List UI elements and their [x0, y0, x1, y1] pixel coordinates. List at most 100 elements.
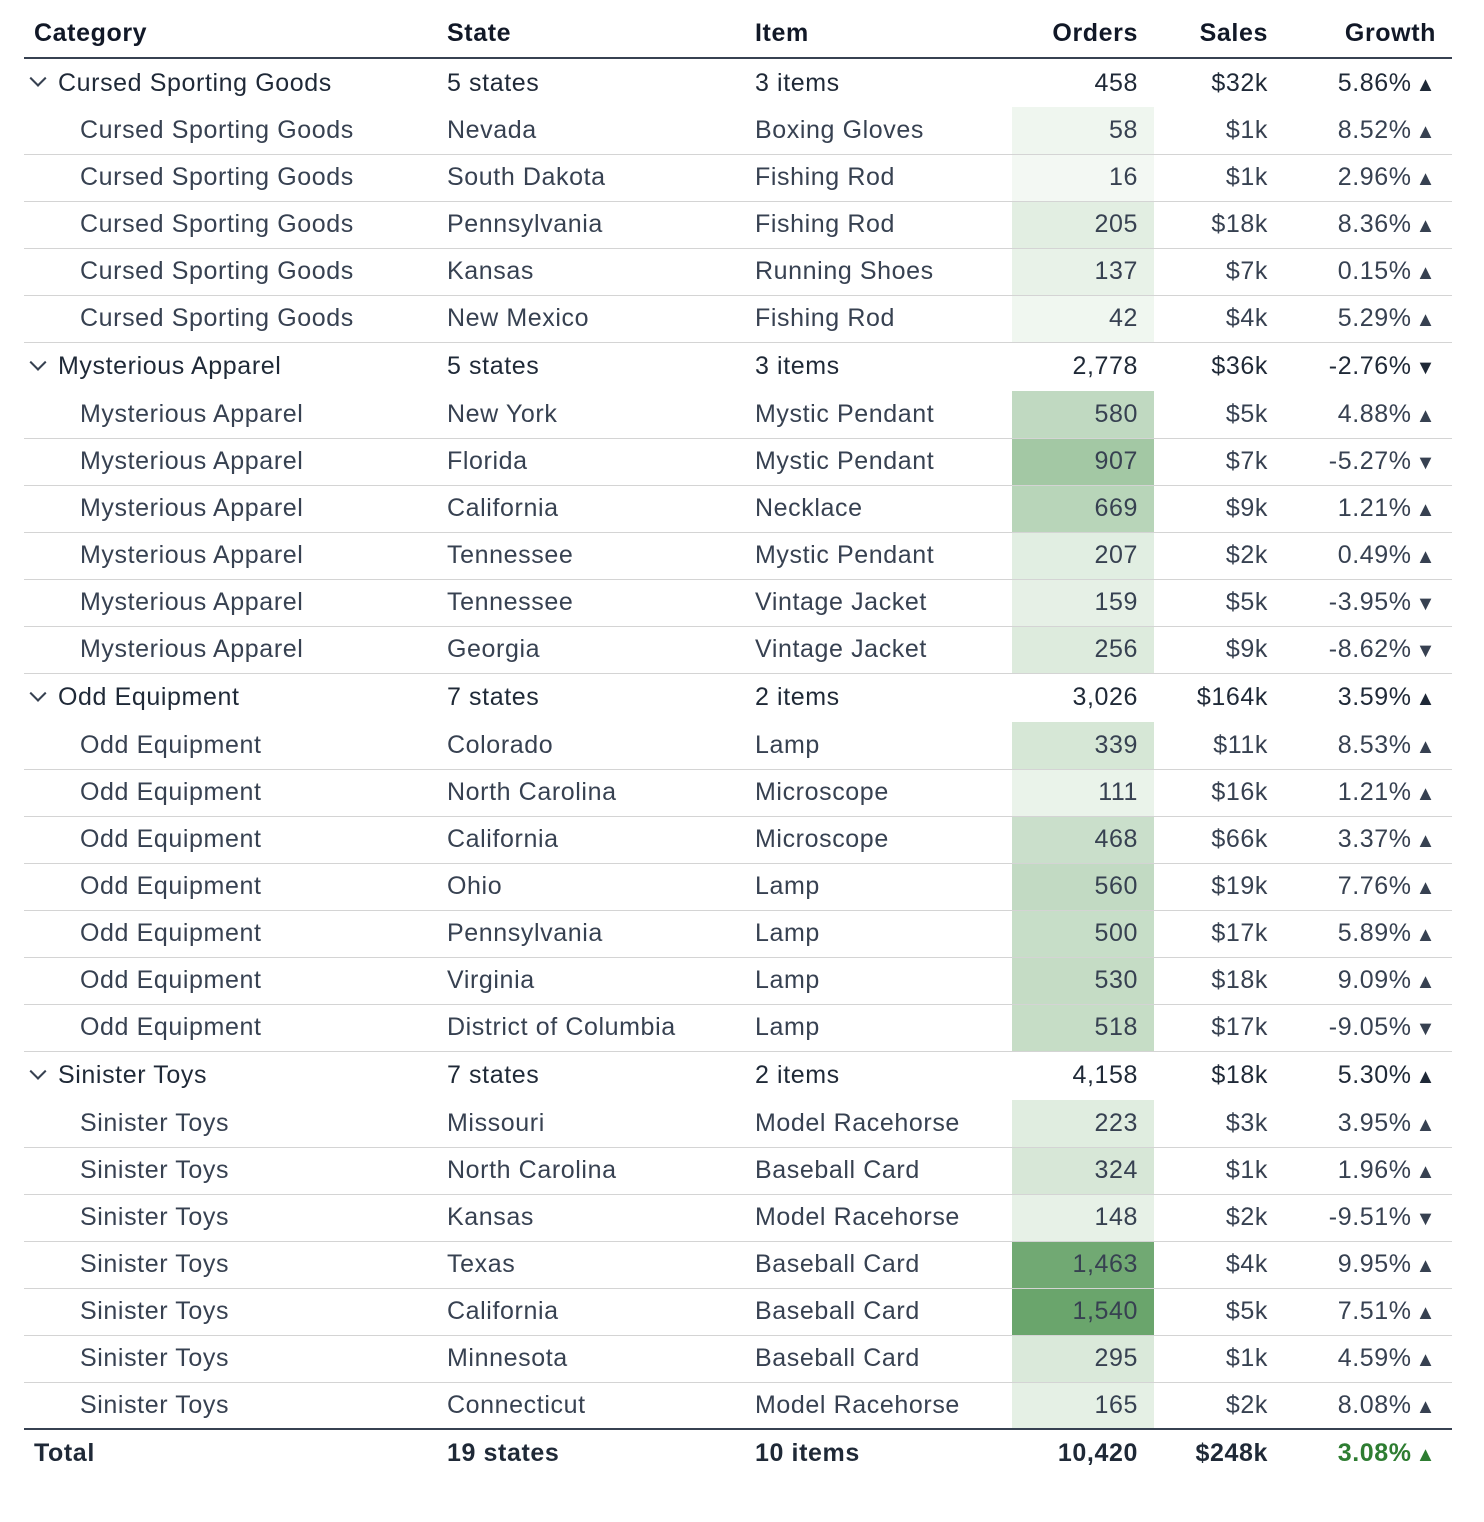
column-header-category[interactable]: Category — [24, 10, 437, 59]
table-row: Cursed Sporting Goods South Dakota Fishing… — [24, 154, 1452, 202]
growth-up-icon: ▲ — [1415, 1349, 1436, 1371]
row-orders: 907 — [1012, 438, 1154, 486]
chevron-down-icon[interactable] — [29, 684, 47, 702]
growth-up-icon: ▲ — [1415, 1302, 1436, 1324]
group-category-cell[interactable]: Cursed Sporting Goods — [24, 58, 437, 107]
table-row: Cursed Sporting Goods Kansas Running Shoes… — [24, 248, 1452, 296]
table-row: Sinister Toys Texas Baseball Card 1,463 $4k 9… — [24, 1241, 1452, 1289]
chevron-down-icon[interactable] — [29, 69, 47, 87]
growth-up-icon: ▲ — [1415, 1255, 1436, 1277]
table-row: Mysterious Apparel Florida Mystic Pendant 9… — [24, 438, 1452, 486]
row-state: Colorado — [437, 722, 745, 770]
row-category: Cursed Sporting Goods — [24, 248, 437, 296]
group-category-cell[interactable]: Odd Equipment — [24, 673, 437, 722]
row-state: North Carolina — [437, 769, 745, 817]
growth-cell: 3.37% ▲ — [1284, 816, 1452, 864]
table-row: Mysterious Apparel Georgia Vintage Jacket 2… — [24, 626, 1452, 673]
group-row[interactable]: Cursed Sporting Goods 5 states 3 items 458 $… — [24, 58, 1452, 107]
row-item: Baseball Card — [745, 1241, 1012, 1289]
column-header-orders[interactable]: Orders — [1012, 10, 1154, 59]
group-row[interactable]: Odd Equipment 7 states 2 items 3,026 $164k 3.… — [24, 673, 1452, 722]
chevron-down-icon[interactable] — [29, 353, 47, 371]
row-category: Sinister Toys — [24, 1241, 437, 1289]
growth-value: 8.53% — [1337, 730, 1412, 759]
row-sales: $9k — [1154, 485, 1284, 533]
row-orders: 560 — [1012, 863, 1154, 911]
growth-cell: 5.29% ▲ — [1284, 295, 1452, 342]
row-category: Mysterious Apparel — [24, 391, 437, 439]
table-row: Sinister Toys California Baseball Card 1,54… — [24, 1288, 1452, 1336]
row-item: Baseball Card — [745, 1288, 1012, 1336]
table-row: Mysterious Apparel New York Mystic Pendant… — [24, 391, 1452, 439]
row-orders: 207 — [1012, 532, 1154, 580]
group-category-label: Sinister Toys — [58, 1061, 208, 1090]
growth-down-icon: ▼ — [1415, 452, 1436, 474]
row-category: Odd Equipment — [80, 1013, 262, 1041]
column-header-growth[interactable]: Growth — [1284, 10, 1452, 59]
growth-up-icon: ▲ — [1415, 1161, 1436, 1183]
row-item: Lamp — [755, 1013, 820, 1041]
column-header-item[interactable]: Item — [745, 10, 1012, 59]
row-orders: 58 — [1012, 107, 1154, 155]
growth-value: 3.95% — [1337, 1108, 1412, 1137]
row-category: Sinister Toys — [24, 1335, 437, 1383]
growth-cell: 9.95% ▲ — [1284, 1241, 1452, 1289]
sales-table: Category State Item Orders Sales Growth … — [24, 10, 1452, 1477]
row-item: Baseball Card — [745, 1147, 1012, 1195]
group-category-label: Odd Equipment — [58, 683, 240, 712]
group-items: 2 items — [755, 683, 840, 712]
column-header-state[interactable]: State — [437, 10, 745, 59]
row-state: Pennsylvania — [437, 910, 745, 958]
row-state: Minnesota — [437, 1335, 745, 1383]
row-category: Sinister Toys — [24, 1288, 437, 1336]
row-category: Odd Equipment — [24, 816, 437, 864]
growth-cell: 8.52% ▲ — [1284, 107, 1452, 155]
growth-value: 9.95% — [1337, 1250, 1412, 1278]
table-row: Cursed Sporting Goods Nevada Boxing Gloves… — [24, 107, 1452, 155]
growth-value: 0.15% — [1337, 257, 1412, 285]
group-category-label: Cursed Sporting Goods — [58, 68, 332, 97]
row-orders: 339 — [1012, 722, 1154, 770]
total-orders: 10,420 — [1012, 1428, 1154, 1477]
group-category-cell[interactable]: Mysterious Apparel — [24, 342, 437, 391]
row-orders: 159 — [1012, 579, 1154, 627]
growth-value: 0.49% — [1337, 541, 1412, 569]
growth-value: 5.89% — [1337, 919, 1412, 947]
growth-value: 2.96% — [1337, 163, 1412, 191]
total-states: 19 states — [437, 1428, 745, 1477]
row-item: Fishing Rod — [745, 201, 1012, 249]
group-row[interactable]: Sinister Toys 7 states 2 items 4,158 $18k 5.3… — [24, 1051, 1452, 1100]
row-category: Cursed Sporting Goods — [24, 201, 437, 249]
row-state: Texas — [437, 1241, 745, 1289]
row-state: Connecticut — [447, 1390, 586, 1419]
growth-cell: 7.76% ▲ — [1284, 863, 1452, 911]
row-sales: $2k — [1225, 1390, 1268, 1419]
table-row: Sinister Toys Connecticut Model Racehorse 1… — [24, 1382, 1452, 1429]
group-orders: 2,778 — [1072, 352, 1138, 381]
growth-value: 1.96% — [1337, 1156, 1412, 1184]
row-sales: $5k — [1154, 1288, 1284, 1336]
growth-value: -5.27% — [1328, 447, 1412, 475]
growth-cell: 4.88% ▲ — [1284, 391, 1452, 439]
row-category: Sinister Toys — [80, 1390, 230, 1419]
growth-up-icon: ▲ — [1415, 168, 1436, 190]
growth-cell: 1.96% ▲ — [1284, 1147, 1452, 1195]
row-orders: 137 — [1012, 248, 1154, 296]
column-header-sales[interactable]: Sales — [1154, 10, 1284, 59]
growth-up-icon: ▲ — [1415, 830, 1436, 852]
row-category: Sinister Toys — [24, 1100, 437, 1148]
row-sales: $5k — [1154, 391, 1284, 439]
group-sales: $32k — [1211, 68, 1268, 97]
group-row[interactable]: Mysterious Apparel 5 states 3 items 2,778 $3… — [24, 342, 1452, 391]
group-category-cell[interactable]: Sinister Toys — [24, 1051, 437, 1100]
growth-value: -8.62% — [1328, 635, 1412, 663]
total-sales: $248k — [1154, 1428, 1284, 1477]
growth-cell: 9.09% ▲ — [1284, 957, 1452, 1005]
row-category: Cursed Sporting Goods — [24, 107, 437, 155]
growth-value: 1.21% — [1337, 778, 1412, 806]
row-sales: $7k — [1154, 248, 1284, 296]
chevron-down-icon[interactable] — [29, 1062, 47, 1080]
row-state: California — [437, 1288, 745, 1336]
growth-value: 4.59% — [1337, 1344, 1412, 1372]
row-sales: $9k — [1225, 635, 1268, 663]
